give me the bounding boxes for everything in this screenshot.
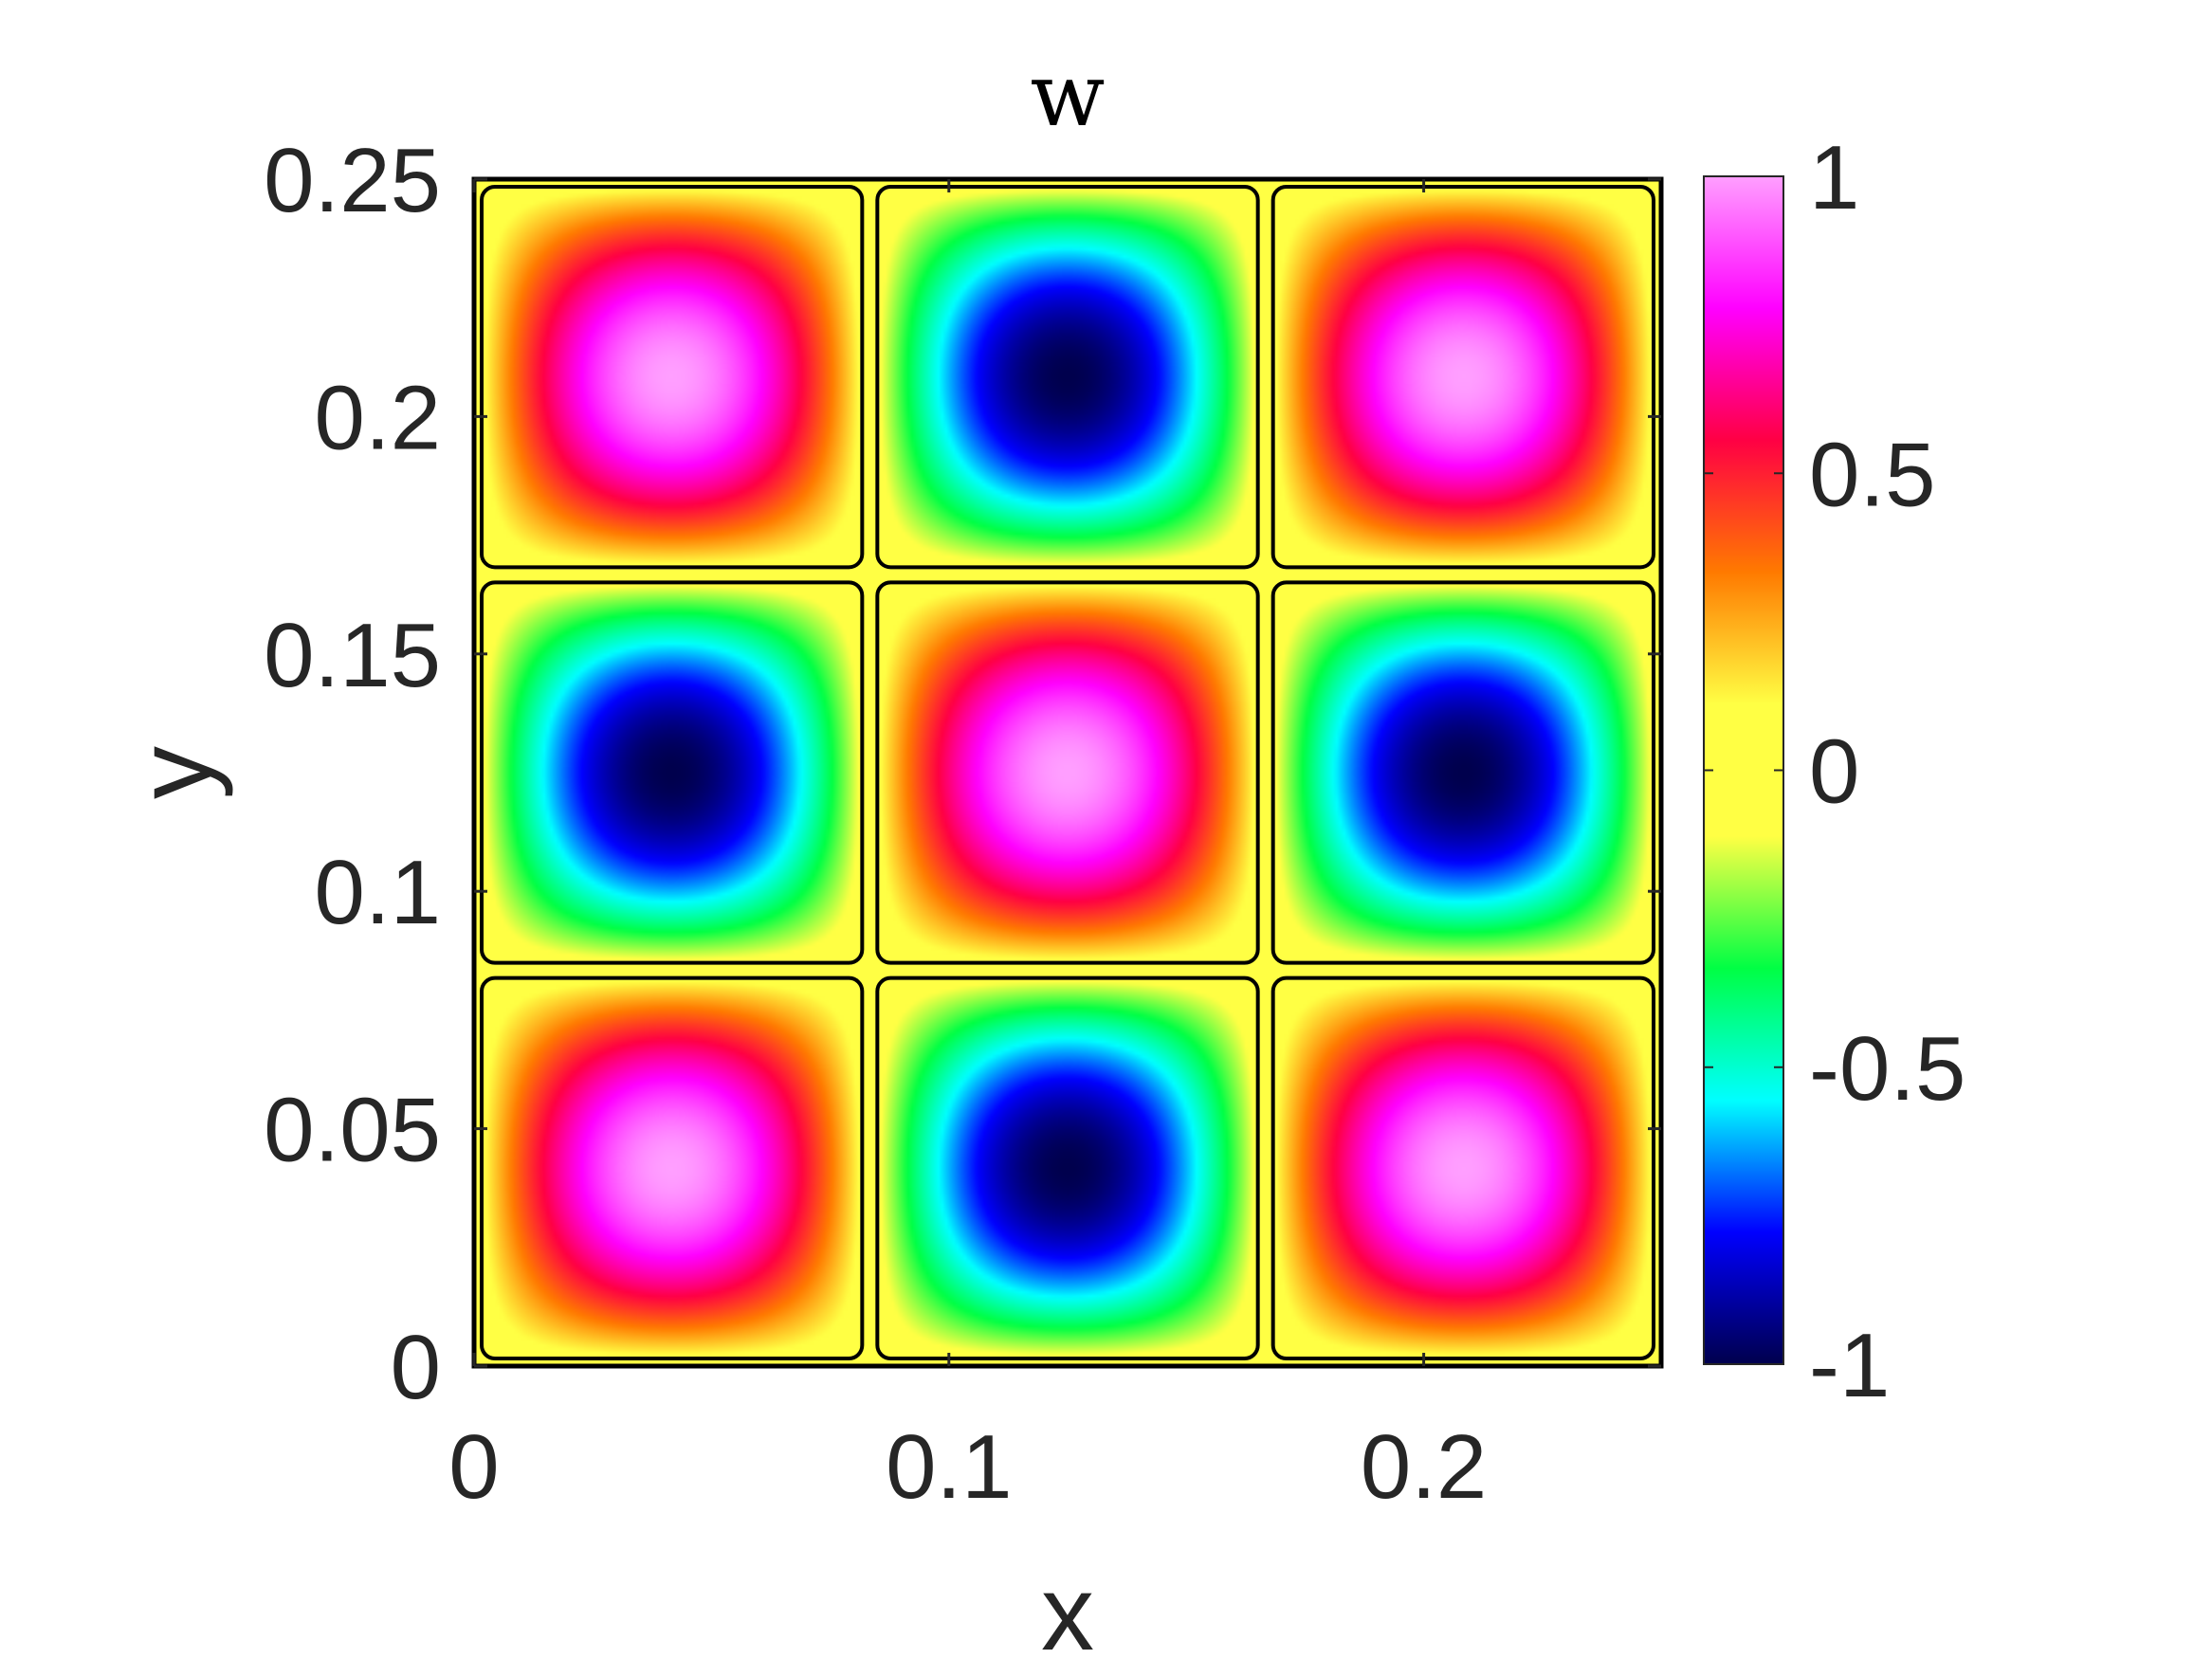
plot-frame: [471, 176, 1664, 1369]
colorbar-tick-label: 0.5: [1809, 424, 1935, 525]
zero-contour-cell-8: [1271, 975, 1655, 1360]
colorbar-gradient: [1703, 175, 1784, 1365]
zero-contour-cell-5: [1271, 580, 1655, 965]
colorbar-tick-label: -0.5: [1809, 1018, 1965, 1120]
y-tick-label: 0: [391, 1317, 441, 1418]
colorbar-tick-label: 0: [1809, 721, 1859, 823]
colorbar: -1 -0.5 0 0.5 1: [1703, 127, 1965, 1416]
colorbar-tick-label: 1: [1809, 127, 1859, 228]
y-tick-label: 0.1: [315, 842, 441, 943]
x-axis-label: x: [1041, 1554, 1094, 1659]
y-tick-label: 0.05: [264, 1080, 441, 1181]
plot-area: [471, 176, 1664, 1369]
zero-contour-cell-7: [875, 975, 1260, 1360]
colorbar-ticks: -1 -0.5 0 0.5 1: [1704, 127, 1965, 1416]
x-tick-label: 0.2: [1361, 1416, 1487, 1518]
zero-contour-cell-6: [480, 975, 865, 1360]
zero-contour-lines: [480, 185, 1655, 1360]
heatmap-field: [474, 179, 1661, 1366]
zero-contour-cell-0: [480, 185, 865, 570]
y-tick-label: 0.25: [264, 130, 441, 231]
x-tick-label: 0.1: [886, 1416, 1012, 1518]
colorbar-tick-label: -1: [1809, 1315, 1890, 1416]
x-tick-label: 0: [448, 1416, 499, 1518]
zero-contour-cell-2: [1271, 185, 1655, 570]
zero-contour-cell-1: [875, 185, 1260, 570]
chart-title: w: [1031, 45, 1106, 146]
y-tick-label: 0.15: [264, 605, 441, 706]
y-axis-label: y: [115, 746, 233, 799]
heatmap-field-wrapper: [474, 179, 1661, 1366]
y-axis-ticks: 0 0.05 0.1 0.15 0.2 0.25: [264, 130, 1661, 1418]
y-tick-label: 0.2: [315, 367, 441, 468]
zero-contour-cell-4: [875, 580, 1260, 965]
x-axis-ticks: 0 0.1 0.2: [448, 179, 1487, 1518]
zero-contour-cell-3: [480, 580, 865, 965]
